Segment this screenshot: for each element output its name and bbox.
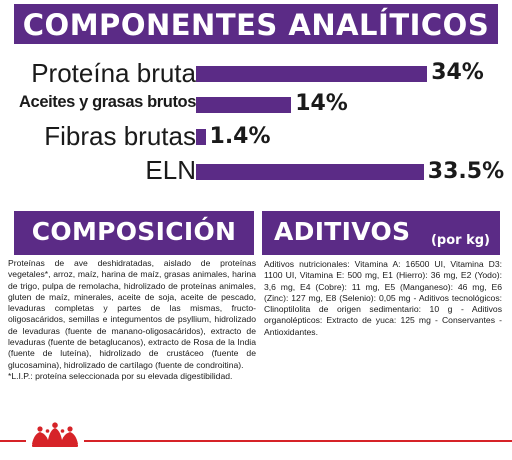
royal-canin-crown-icon [26,422,84,448]
analytic-bar [196,97,292,113]
analytic-bar [196,164,424,180]
analytic-label: ELN [145,155,196,185]
analiticos-title: COMPONENTES ANALÍTICOS [22,8,490,42]
analiticos-header: COMPONENTES ANALÍTICOS [14,4,498,44]
analytic-row-fat: Aceites y grasas brutos 14% [0,91,512,122]
analytic-row-protein: Proteína bruta 34% [0,58,512,88]
analytic-bar [196,66,428,82]
composicion-text-block: Proteínas de ave deshidratadas, aislado … [8,258,256,382]
analytic-value: 14% [295,91,348,116]
analytic-label: Proteína bruta [31,58,196,88]
crown-graphic [32,422,78,447]
aditivos-title: ADITIVOS [274,217,411,246]
composicion-title: COMPOSICIÓN [31,217,237,246]
analytic-bar [196,129,206,145]
composicion-header: COMPOSICIÓN [14,211,254,255]
analytic-value: 34% [431,60,484,85]
analytic-row-eln: ELN 33.5% [0,155,512,185]
analytic-value: 33.5% [427,159,505,184]
composicion-footnote: *L.I.P.: proteína seleccionada por su el… [8,370,233,381]
aditivos-unit: (por kg) [430,233,490,248]
aditivos-text: Aditivos nutricionales: Vitamina A: 1650… [264,259,502,337]
footer-divider [0,440,512,442]
analytic-label: Fibras brutas [44,121,196,151]
analytic-label: Aceites y grasas brutos [19,93,196,111]
aditivos-header: ADITIVOS (por kg) [262,211,500,255]
analytic-row-fiber: Fibras brutas 1.4% [0,121,512,151]
analytic-value: 1.4% [209,124,271,149]
composicion-ingredients: Proteínas de ave deshidratadas, aislado … [8,258,256,370]
